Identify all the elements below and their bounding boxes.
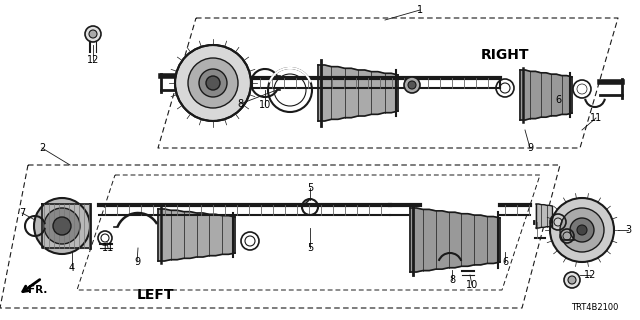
Circle shape <box>550 198 614 262</box>
Text: 11: 11 <box>102 243 114 253</box>
Circle shape <box>175 45 251 121</box>
Text: 6: 6 <box>555 95 561 105</box>
Circle shape <box>570 218 594 242</box>
Text: 11: 11 <box>590 113 602 123</box>
Circle shape <box>568 276 576 284</box>
Text: 3: 3 <box>625 225 631 235</box>
Text: 12: 12 <box>584 270 596 280</box>
Text: LEFT: LEFT <box>136 288 173 302</box>
Text: 10: 10 <box>259 100 271 110</box>
Circle shape <box>34 198 90 254</box>
Circle shape <box>188 58 238 108</box>
Text: TRT4B2100: TRT4B2100 <box>572 303 619 313</box>
Text: 10: 10 <box>466 280 478 290</box>
Polygon shape <box>42 204 90 248</box>
Circle shape <box>577 225 587 235</box>
Text: 1: 1 <box>417 5 423 15</box>
Circle shape <box>560 208 604 252</box>
Circle shape <box>206 76 220 90</box>
Text: 6: 6 <box>502 257 508 267</box>
Polygon shape <box>318 65 398 121</box>
Circle shape <box>44 208 80 244</box>
Text: 7: 7 <box>19 208 25 218</box>
Polygon shape <box>520 70 572 120</box>
Text: 8: 8 <box>237 99 243 109</box>
Circle shape <box>408 81 416 89</box>
Polygon shape <box>410 208 500 272</box>
Text: 9: 9 <box>134 257 140 267</box>
Polygon shape <box>158 209 235 261</box>
Circle shape <box>564 272 580 288</box>
Circle shape <box>404 77 420 93</box>
Text: 9: 9 <box>527 143 533 153</box>
Circle shape <box>53 217 71 235</box>
Text: 12: 12 <box>87 55 99 65</box>
Text: RIGHT: RIGHT <box>481 48 529 62</box>
Text: 5: 5 <box>307 183 313 193</box>
Text: FR.: FR. <box>28 285 48 295</box>
Circle shape <box>85 26 101 42</box>
Polygon shape <box>536 204 552 228</box>
Text: 4: 4 <box>69 263 75 273</box>
Text: 8: 8 <box>449 275 455 285</box>
Text: 5: 5 <box>307 243 313 253</box>
Circle shape <box>89 30 97 38</box>
Text: 2: 2 <box>39 143 45 153</box>
Circle shape <box>199 69 227 97</box>
